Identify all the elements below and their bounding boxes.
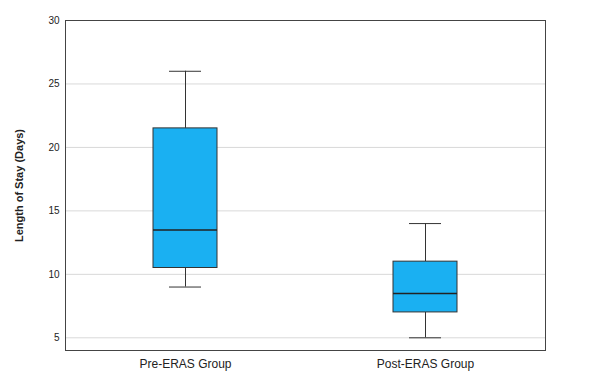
svg-text:15: 15	[48, 205, 60, 216]
svg-text:20: 20	[48, 142, 60, 153]
svg-text:Pre-ERAS Group: Pre-ERAS Group	[139, 357, 231, 371]
svg-text:Post-ERAS Group: Post-ERAS Group	[377, 357, 475, 371]
svg-text:Length of Stay (Days): Length of Stay (Days)	[13, 129, 25, 242]
svg-text:5: 5	[54, 332, 60, 343]
svg-text:10: 10	[48, 269, 60, 280]
svg-text:25: 25	[48, 78, 60, 89]
svg-text:30: 30	[48, 15, 60, 26]
